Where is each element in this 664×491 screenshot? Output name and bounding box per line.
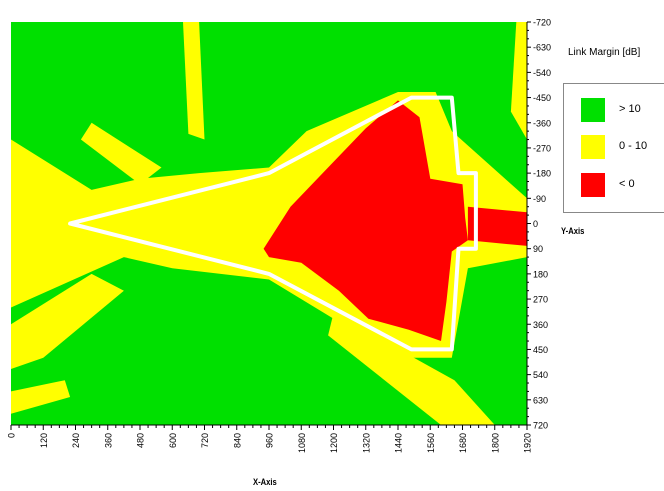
- y-tick-label-11: 270: [533, 295, 548, 305]
- heatmap-region-mid-1: [328, 313, 495, 425]
- x-tick-label-11: 1320: [361, 433, 371, 453]
- y-tick-label-0: -720: [533, 18, 551, 28]
- y-tick-label-6: -180: [533, 169, 551, 179]
- heatmap-region-mid-5: [11, 380, 71, 414]
- x-tick-label-14: 1680: [458, 433, 468, 453]
- y-tick-label-16: 720: [533, 421, 548, 431]
- y-tick-label-5: -270: [533, 143, 551, 153]
- legend: > 10 0 - 10 < 0: [563, 83, 664, 213]
- y-tick-label-12: 360: [533, 320, 548, 330]
- x-tick-label-10: 1200: [329, 433, 339, 453]
- heatmap-region-mid-4: [183, 22, 205, 140]
- heatmap-region-high-4: [333, 22, 382, 78]
- heatmap-region-mid-3: [510, 22, 527, 140]
- x-tick-label-12: 1440: [394, 433, 404, 453]
- outline-shape: [68, 95, 478, 352]
- heatmap-region-high-3: [215, 22, 248, 78]
- x-tick-label-0: 0: [7, 433, 17, 438]
- heatmap-region-high-6: [11, 66, 54, 123]
- heatmap-region-low-0: [263, 100, 468, 342]
- heatmap-region-high-2: [123, 22, 162, 118]
- y-tick-label-15: 630: [533, 395, 548, 405]
- y-tick-label-4: -360: [533, 118, 551, 128]
- axes: -720 -630 -540 -450 -360 -270 -180 -90 0 90 180 270…: [7, 18, 552, 454]
- x-tick-label-2: 240: [71, 433, 81, 448]
- heatmap-region-mid-0: [11, 273, 124, 369]
- x-tick-label-3: 360: [103, 433, 113, 448]
- heatmap-region-mid-2: [80, 122, 162, 185]
- x-tick-label-13: 1560: [426, 433, 436, 453]
- y-tick-label-3: -450: [533, 93, 551, 103]
- legend-label-mid: 0 - 10: [619, 140, 648, 152]
- y-tick-label-1: -630: [533, 43, 551, 53]
- x-tick-label-4: 480: [136, 433, 146, 448]
- x-tick-label-1: 120: [39, 433, 49, 448]
- x-tick-label-6: 720: [200, 433, 210, 448]
- y-tick-label-2: -540: [533, 68, 551, 78]
- x-tick-label-15: 1800: [490, 433, 500, 453]
- y-tick-label-8: 0: [533, 219, 538, 229]
- x-tick-label-9: 1080: [297, 433, 307, 453]
- y-tick-label-9: 90: [533, 244, 543, 254]
- x-tick-label-16: 1920: [523, 433, 533, 453]
- legend-swatch-mid: [581, 135, 605, 159]
- y-axis-title: Y-Axis: [561, 226, 585, 236]
- plot-area: [11, 22, 527, 425]
- y-tick-label-14: 540: [533, 370, 548, 380]
- legend-label-low: < 0: [619, 178, 635, 190]
- heatmap-region-high-5: [467, 22, 490, 90]
- y-tick-label-7: -90: [533, 194, 546, 204]
- legend-label-high: > 10: [619, 103, 641, 115]
- heatmap-region-low-1: [467, 206, 527, 246]
- legend-swatch-high: [581, 98, 605, 122]
- y-tick-label-13: 450: [533, 345, 548, 355]
- x-tick-label-8: 960: [265, 433, 275, 448]
- legend-title: Link Margin [dB]: [568, 47, 641, 58]
- x-tick-label-7: 840: [232, 433, 242, 448]
- legend-swatch-low: [581, 173, 605, 197]
- x-axis-title: X-Axis: [253, 477, 277, 487]
- y-tick-label-10: 180: [533, 269, 548, 279]
- x-tick-label-5: 600: [168, 433, 178, 448]
